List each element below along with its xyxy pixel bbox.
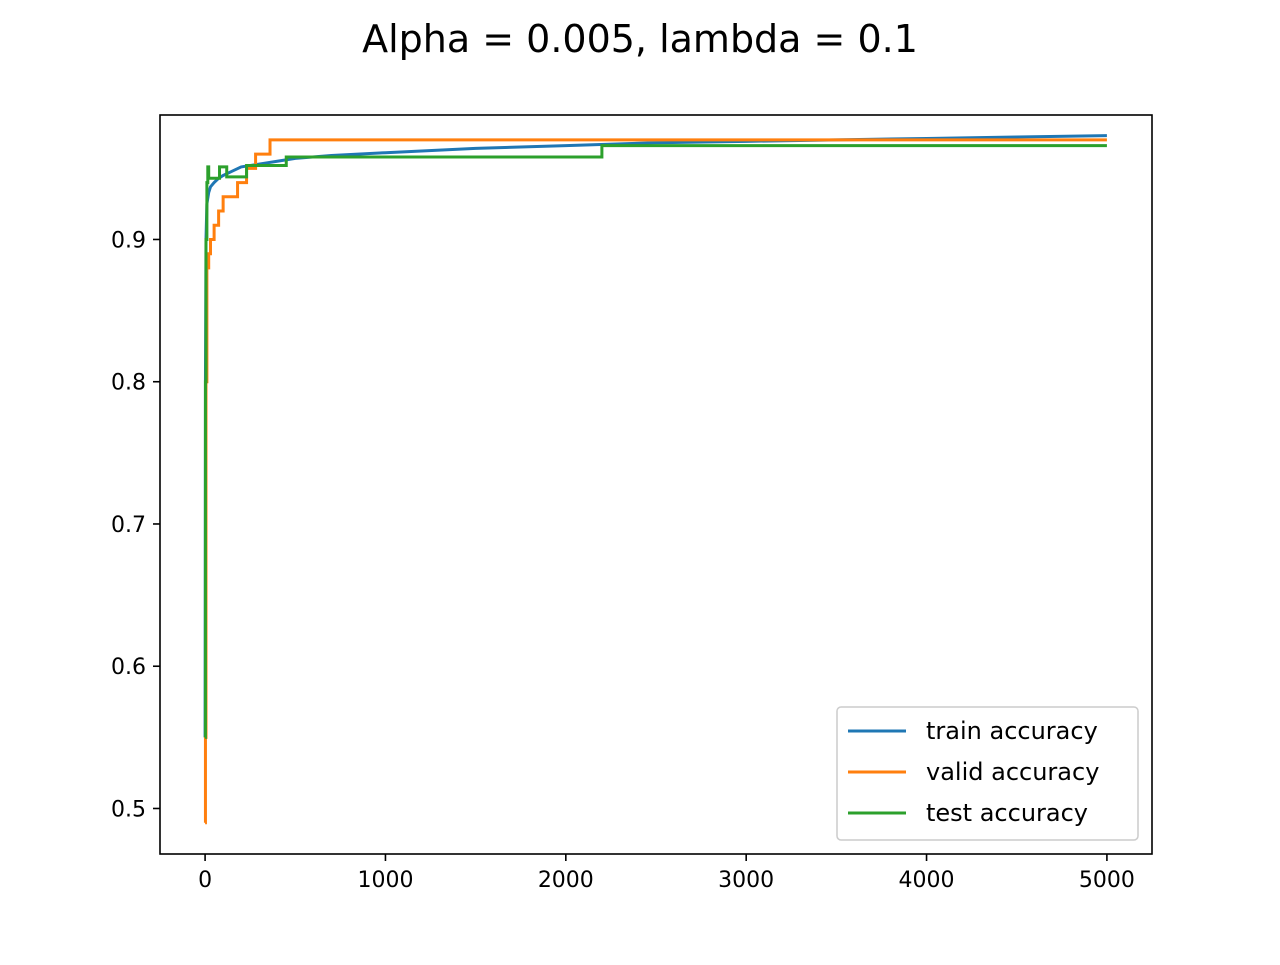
legend-box <box>836 706 1139 841</box>
x-tick-label: 4000 <box>899 868 955 893</box>
series-line-train-accuracy <box>203 134 1107 738</box>
y-tick-label: 0.8 <box>111 371 146 396</box>
legend-label-train-accuracy: train accuracy <box>926 717 1098 745</box>
x-tick-label: 0 <box>198 868 212 893</box>
chart-title: Alpha = 0.005, lambda = 0.1 <box>362 17 918 61</box>
y-tick-label: 0.6 <box>111 655 146 680</box>
legend-label-valid-accuracy: valid accuracy <box>926 758 1099 786</box>
y-tick-label: 0.9 <box>111 228 146 253</box>
legend-label-test-accuracy: test accuracy <box>926 799 1088 827</box>
plot-area-frame <box>159 114 1153 855</box>
y-tick-label: 0.7 <box>111 513 146 538</box>
legend: train accuracy valid accuracy test accurac… <box>836 706 1139 841</box>
x-tick-label: 1000 <box>357 868 413 893</box>
x-tick-label: 2000 <box>538 868 594 893</box>
y-tick-label: 0.5 <box>111 797 146 822</box>
series-layer <box>203 134 1107 825</box>
x-tick-label: 3000 <box>718 868 774 893</box>
y-axis: 0.5 0.6 0.7 0.8 0.9 <box>111 228 160 822</box>
series-line-test-accuracy <box>203 144 1107 739</box>
x-axis: 0 1000 2000 3000 4000 5000 <box>198 854 1135 893</box>
x-tick-label: 5000 <box>1079 868 1135 893</box>
